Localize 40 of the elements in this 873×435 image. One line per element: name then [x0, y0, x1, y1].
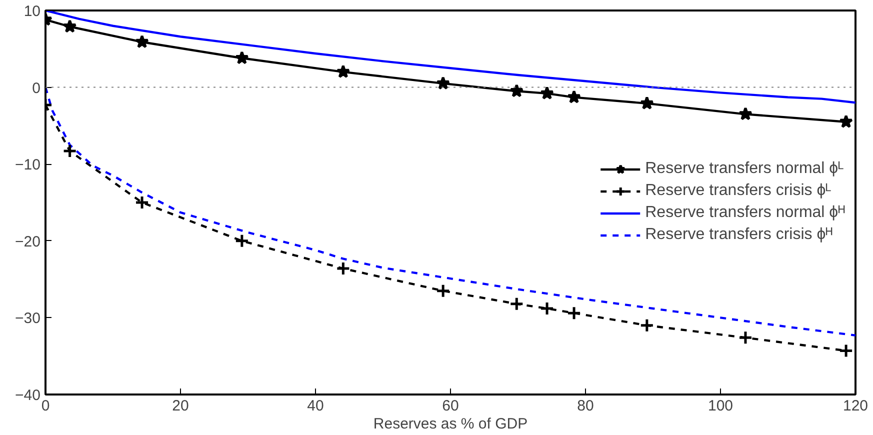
point — [62, 19, 77, 33]
point — [510, 84, 524, 98]
y-tick-label: −10 — [15, 156, 41, 174]
point — [234, 50, 249, 64]
point — [135, 34, 149, 48]
point — [62, 144, 78, 158]
point — [640, 318, 654, 333]
x-tick-label: 120 — [842, 398, 868, 414]
point — [436, 284, 450, 298]
legend-label: Reserve transfers normal ϕᴴ — [645, 204, 845, 222]
y-tick-label: 10 — [24, 3, 41, 20]
point — [540, 86, 554, 100]
legend-label: Reserve transfers normal ϕᴸ — [645, 160, 844, 178]
point — [566, 306, 582, 320]
x-tick-label: 60 — [442, 398, 459, 414]
point — [567, 90, 581, 104]
legend-label: Reserve transfers crisis ϕᴸ — [645, 182, 832, 200]
y-tick-label: −40 — [15, 387, 41, 404]
y-tick-label: −20 — [15, 233, 41, 250]
point — [738, 106, 752, 120]
point — [839, 114, 854, 128]
x-tick-label: 100 — [708, 398, 734, 414]
point — [234, 234, 250, 248]
point — [436, 76, 450, 90]
x-tick-label: 40 — [307, 398, 324, 414]
point — [838, 343, 854, 358]
x-tick-label: 20 — [172, 398, 189, 414]
legend-label: Reserve transfers crisis ϕᴴ — [645, 226, 833, 244]
line-series — [46, 10, 856, 104]
point — [640, 96, 654, 110]
point — [336, 64, 350, 78]
point — [509, 296, 524, 312]
x-axis-title: Reserves as % of GDP — [373, 416, 528, 432]
x-tick-label: 80 — [577, 398, 594, 414]
y-tick-label: −30 — [15, 310, 41, 328]
point — [336, 261, 350, 276]
point — [134, 195, 150, 210]
point — [540, 301, 554, 316]
y-tick-label: 0 — [32, 80, 40, 97]
point — [738, 330, 753, 345]
